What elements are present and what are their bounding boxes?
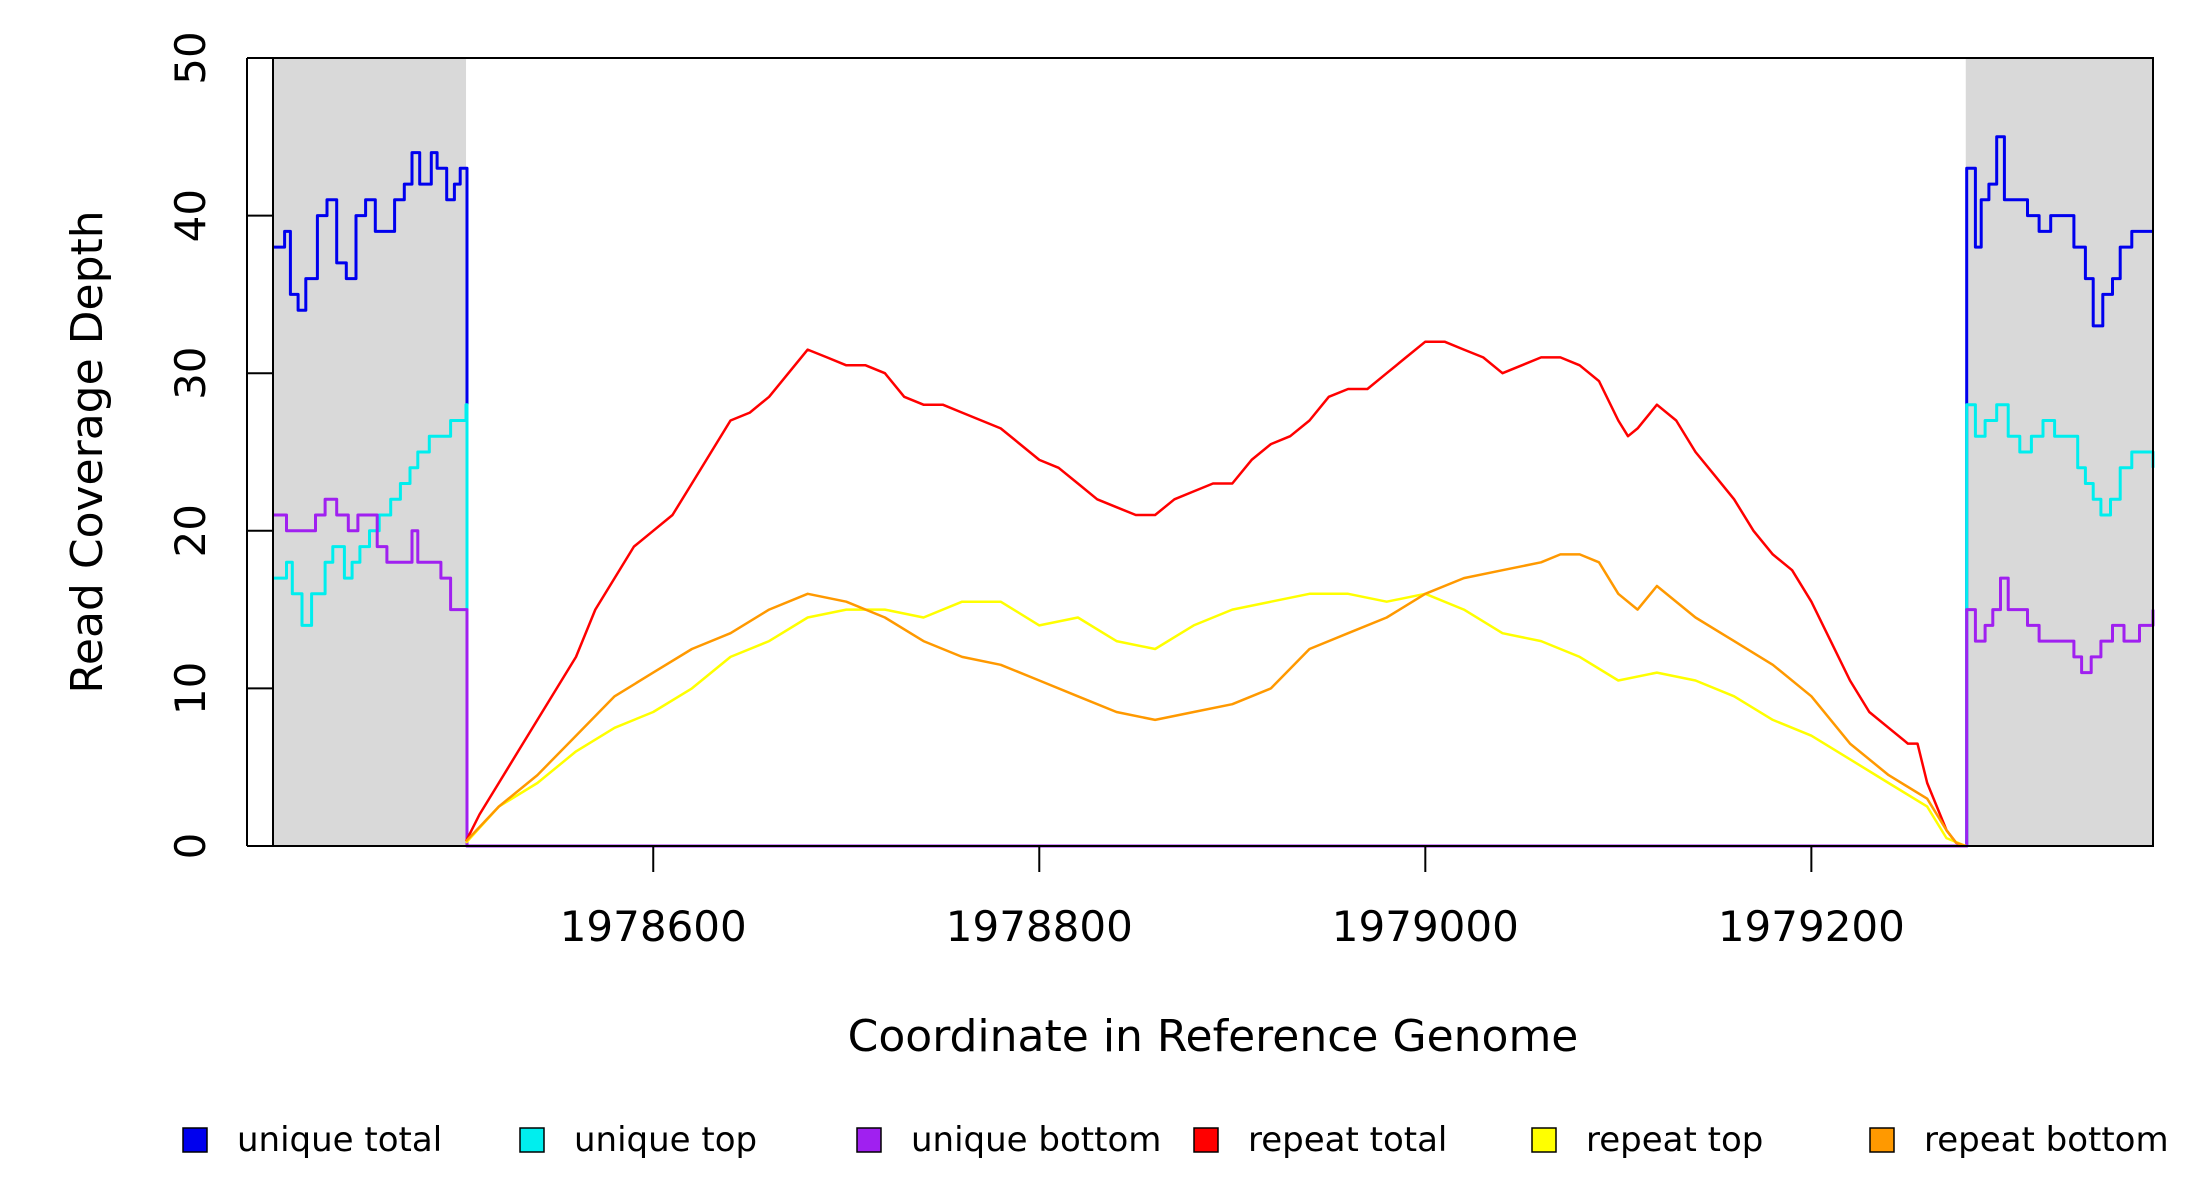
- legend-swatch: [182, 1127, 208, 1153]
- series-line-repeat-total: [464, 340, 1967, 848]
- legend-swatch: [856, 1127, 882, 1153]
- y-tick-label: 20: [166, 504, 215, 557]
- shaded-region-1: [273, 58, 467, 846]
- plot-frame: [272, 57, 2154, 847]
- series-line-unique-bottom: [273, 497, 2155, 848]
- x-tick-label: 1978800: [946, 902, 1133, 951]
- legend-label: unique top: [574, 1120, 757, 1160]
- legend-swatch: [1193, 1127, 1219, 1153]
- legend-label: unique total: [237, 1120, 442, 1160]
- series-lines: [273, 135, 2155, 848]
- shaded-region-2: [1965, 58, 2153, 846]
- legend-label: repeat top: [1586, 1120, 1763, 1160]
- legend-swatch: [1869, 1127, 1895, 1153]
- legend-swatch: [519, 1127, 545, 1153]
- y-tick-label: 50: [166, 31, 215, 84]
- x-tick-label: 1979000: [1332, 902, 1519, 951]
- x-axis-title: Coordinate in Reference Genome: [848, 1011, 1579, 1062]
- y-axis-title: Read Coverage Depth: [62, 210, 113, 693]
- y-tick-label: 10: [166, 662, 215, 715]
- shaded-regions: [273, 58, 2153, 846]
- y-tick-label: 40: [166, 189, 215, 242]
- axes: 0 10 20 30 40 50 1978600 1978800 1979000 1979200: [166, 31, 1905, 951]
- x-tick-label: 1978600: [560, 902, 747, 951]
- legend-label: repeat total: [1248, 1120, 1447, 1160]
- legend-label: unique bottom: [911, 1120, 1161, 1160]
- series-line-repeat-top: [465, 592, 1967, 848]
- series-line-unique-total: [273, 135, 2153, 848]
- y-tick-label: 0: [166, 833, 215, 860]
- legend-swatch: [1531, 1127, 1557, 1153]
- series-line-repeat-bottom: [465, 553, 1967, 848]
- x-tick-label: 1979200: [1718, 902, 1905, 951]
- legend: unique total unique top unique bottom repea…: [182, 1120, 2169, 1160]
- y-tick-label: 30: [166, 346, 215, 399]
- legend-label: repeat bottom: [1924, 1120, 2169, 1160]
- series-line-unique-top: [273, 403, 2155, 848]
